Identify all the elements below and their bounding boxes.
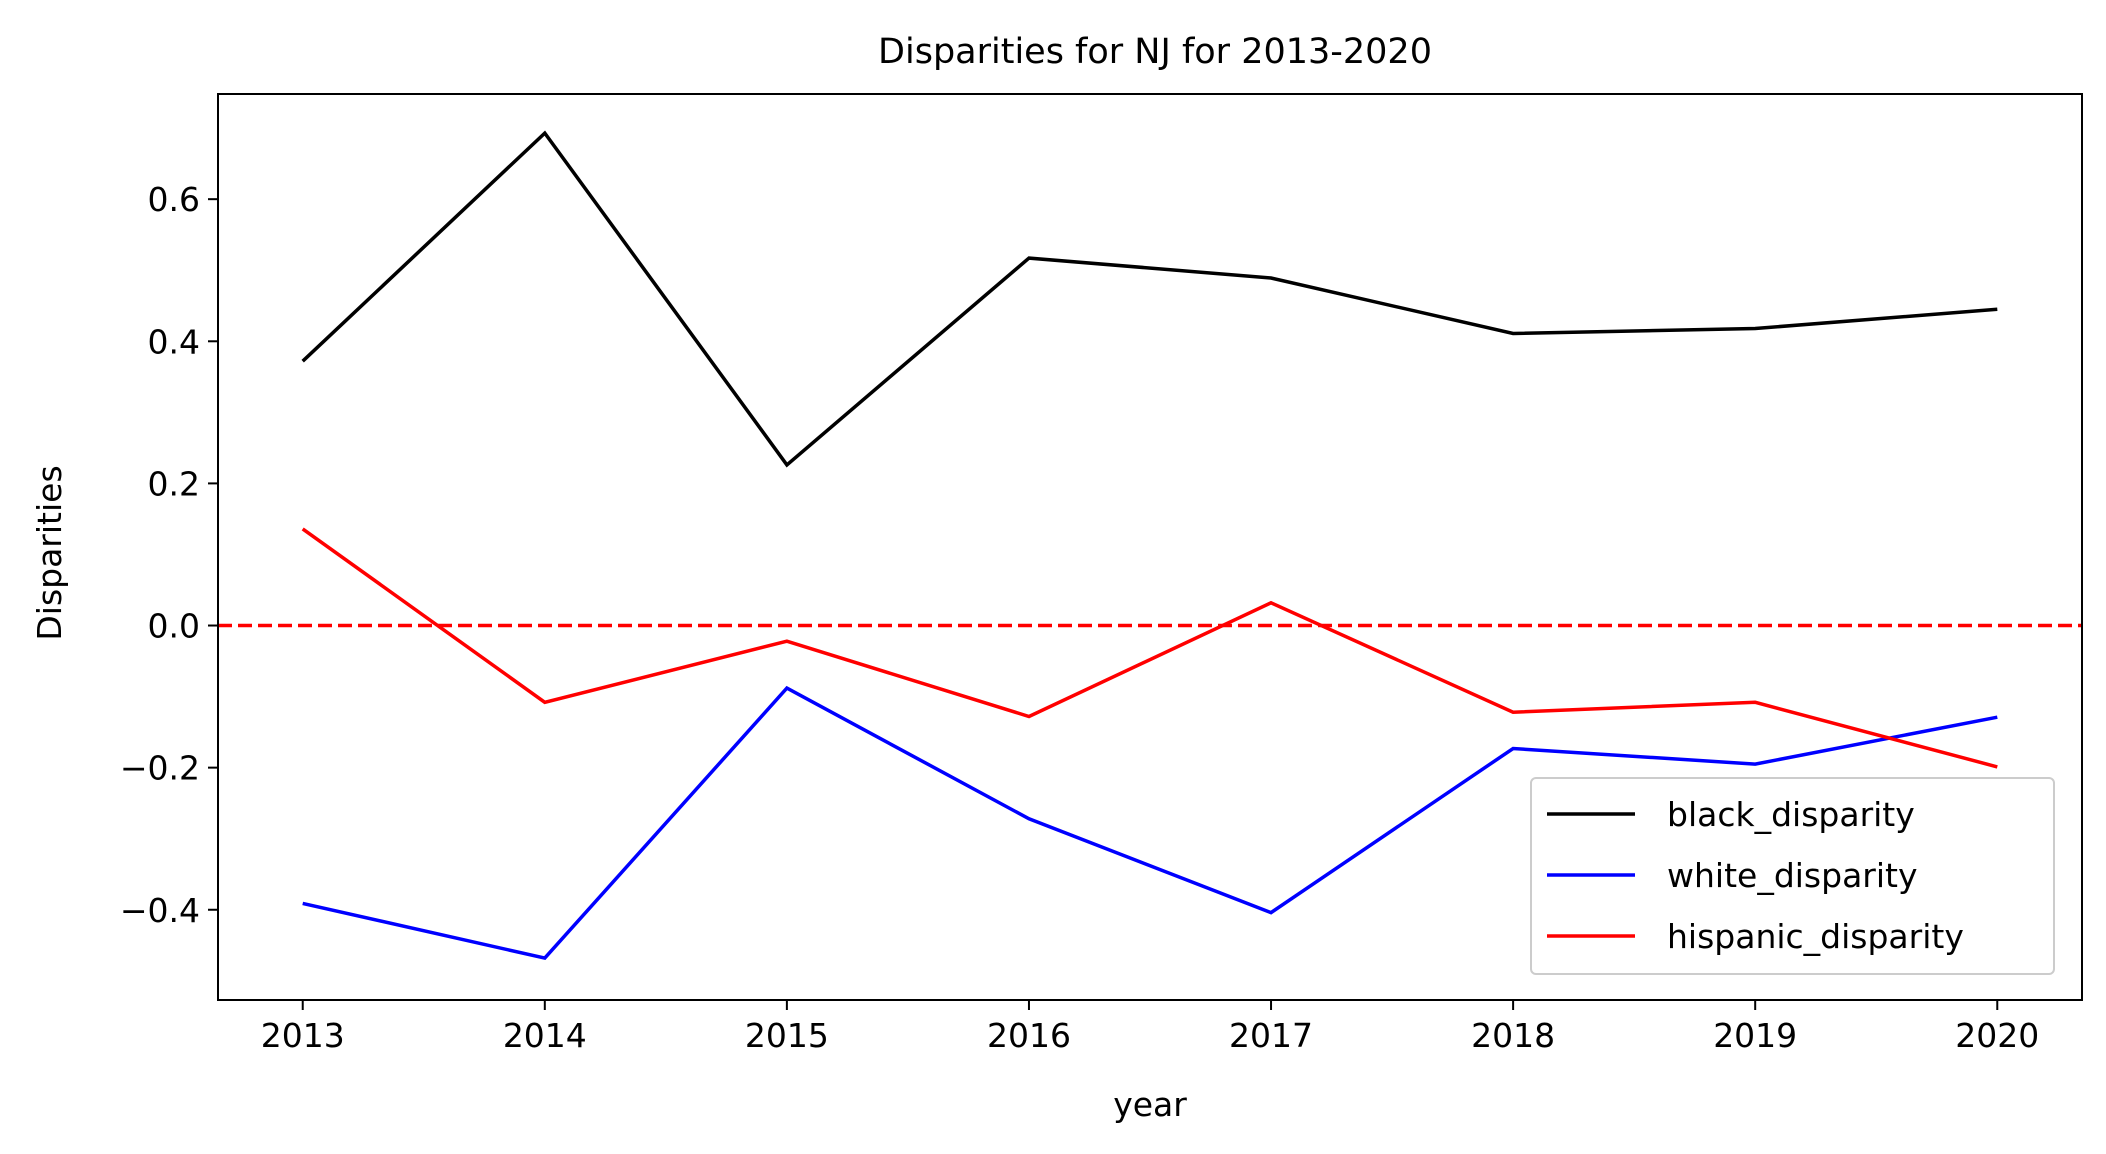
y-tick-label: 0.2 [148, 464, 200, 503]
x-axis-label: year [1113, 1085, 1187, 1124]
x-tick-label: 2013 [261, 1016, 345, 1055]
y-tick-label: 0.4 [148, 322, 200, 361]
legend: black_disparity white_disparity hispanic_d… [1530, 777, 2055, 975]
legend-label-black_disparity: black_disparity [1667, 795, 1915, 834]
series-line-hispanic_disparity [301, 527, 1998, 769]
plot-frame [217, 93, 2083, 1001]
x-tick-label: 2017 [1229, 1016, 1313, 1055]
legend-label-white_disparity: white_disparity [1667, 856, 1918, 895]
series-line-black_disparity [301, 130, 1998, 468]
legend-box [1530, 777, 2055, 975]
x-tick-label: 2016 [987, 1016, 1071, 1055]
axes: 2013 2014 2015 2016 2017 2018 2019 2020 −0.4 −0.2… [120, 180, 2039, 1055]
x-tick-label: 2014 [503, 1016, 587, 1055]
y-tick-label: 0.6 [148, 180, 200, 219]
x-tick-label: 2018 [1471, 1016, 1555, 1055]
x-tick-label: 2019 [1713, 1016, 1797, 1055]
plot-area [218, 130, 2082, 961]
y-tick-label: 0.0 [148, 607, 200, 646]
series-line-white_disparity [302, 685, 1998, 961]
chart-title: Disparities for NJ for 2013-2020 [878, 32, 1432, 72]
legend-label-hispanic_disparity: hispanic_disparity [1667, 917, 1964, 956]
y-tick-label: −0.4 [120, 891, 200, 930]
y-tick-label: −0.2 [120, 749, 200, 788]
x-tick-label: 2015 [745, 1016, 829, 1055]
x-tick-label: 2020 [1955, 1016, 2039, 1055]
y-axis-label: Disparities [30, 465, 69, 640]
